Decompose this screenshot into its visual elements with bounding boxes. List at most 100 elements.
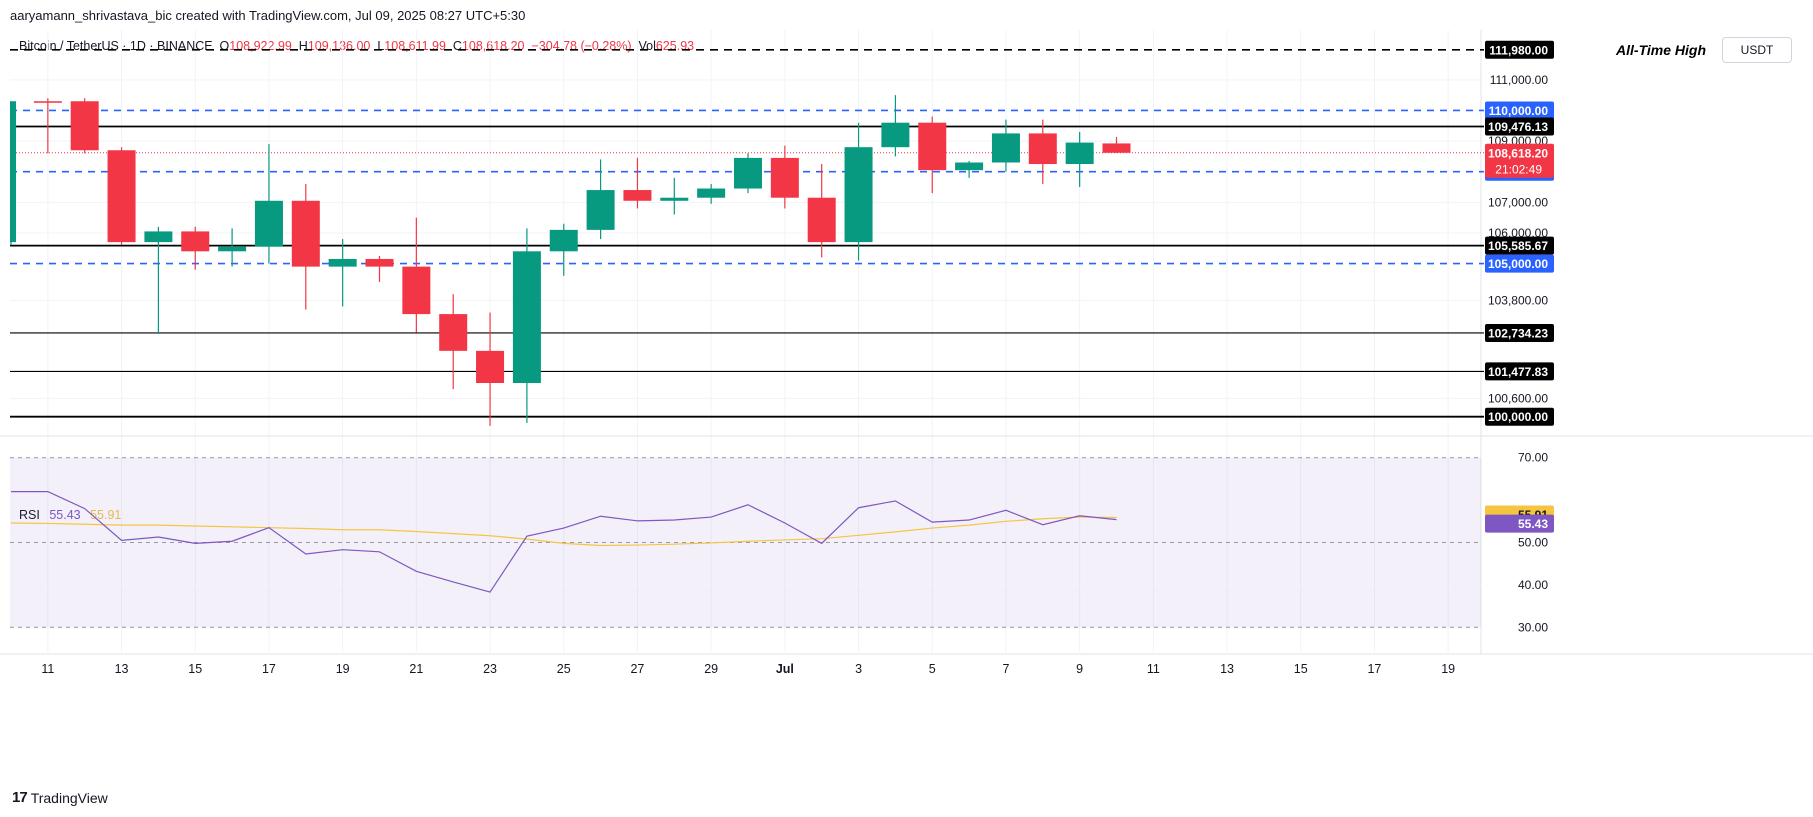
rsi-ma-line [10, 516, 1117, 547]
candle[interactable] [476, 312, 505, 426]
x-tick-label: Jul [776, 662, 794, 676]
candle-body [586, 190, 615, 230]
candle[interactable] [33, 98, 62, 154]
candle[interactable] [70, 98, 99, 154]
level-tag-text: 102,734.23 [1488, 326, 1548, 340]
level-tag-bg [1485, 362, 1554, 381]
x-tick-label: 15 [1294, 662, 1308, 676]
y-tick-label: 107,000.00 [1488, 195, 1548, 209]
candle[interactable] [918, 116, 947, 194]
candle[interactable] [991, 119, 1020, 172]
candle-body [439, 314, 468, 351]
x-tick-label: 29 [704, 662, 718, 676]
candle[interactable] [328, 239, 357, 307]
rsi-line [11, 491, 1117, 593]
candle-body [33, 101, 62, 103]
candle-body [1065, 142, 1094, 165]
candle[interactable] [107, 147, 136, 246]
x-tick-label: 17 [262, 662, 276, 676]
rsi-tick-label: 70.00 [1518, 451, 1548, 465]
x-tick-label: 9 [1076, 662, 1083, 676]
candle-body [844, 147, 873, 243]
last-price-value: 108,618.20 [1488, 146, 1548, 160]
candle-body [549, 229, 578, 252]
candle[interactable] [881, 95, 910, 157]
open-label: O [219, 39, 230, 53]
currency-button[interactable]: USDT [1722, 37, 1792, 63]
level-tag: 105,000.00 [1485, 254, 1554, 273]
y-tick-label: 100,600.00 [1488, 391, 1548, 405]
x-tick-label: 21 [409, 662, 423, 676]
level-tag-text: 110,000.00 [1489, 104, 1549, 118]
candle[interactable] [1028, 119, 1057, 184]
level-tag-text: 100,000.00 [1488, 410, 1548, 424]
candle[interactable] [770, 145, 799, 209]
level-tag-text: 105,000.00 [1488, 257, 1548, 271]
x-tick-label: 19 [1441, 662, 1455, 676]
candle[interactable] [512, 228, 541, 423]
ath-annotation-bg [1604, 40, 1708, 58]
candle[interactable] [402, 217, 431, 333]
candle-body [660, 197, 689, 201]
candle[interactable] [1065, 131, 1094, 187]
high-label: H [298, 39, 308, 53]
candle[interactable] [955, 160, 984, 178]
rsi-value-tag-text: 55.43 [1518, 517, 1548, 531]
level-tag-text: 111,980.00 [1489, 43, 1548, 57]
x-tick-label: 15 [188, 662, 202, 676]
candle[interactable] [697, 183, 726, 204]
candle-body [365, 258, 394, 267]
tradingview-logo-icon: 17 [12, 789, 28, 806]
level-tag-bg [1485, 323, 1554, 342]
level-tag-bg [1485, 117, 1554, 136]
candle-body [955, 162, 984, 171]
candle-body [218, 246, 247, 252]
x-tick-label: 19 [336, 662, 350, 676]
candle-body [181, 231, 210, 252]
candle[interactable] [586, 159, 615, 240]
tradingview-brand[interactable]: 17 TradingView [12, 789, 108, 806]
candle-body [623, 190, 652, 201]
candle[interactable] [439, 294, 468, 390]
candle[interactable] [181, 226, 210, 270]
x-tick-label: 11 [41, 662, 54, 676]
rsi-ma-legend-value: 55.91 [90, 508, 122, 522]
candle[interactable] [218, 228, 247, 267]
candle-body [476, 350, 505, 383]
candle-body [697, 188, 726, 198]
level-tag-bg [1485, 254, 1554, 273]
rsi-title[interactable]: RSI [19, 508, 40, 522]
brand-name: TradingView [30, 789, 108, 806]
y-tick-label: 103,800.00 [1488, 293, 1548, 307]
candle[interactable] [623, 157, 652, 209]
x-tick-label: 25 [557, 662, 571, 676]
candle[interactable] [549, 223, 578, 276]
candle[interactable] [734, 153, 762, 194]
candle-body [10, 101, 16, 243]
candle-body [512, 251, 541, 383]
candle-body [991, 133, 1020, 163]
candle[interactable] [1102, 136, 1131, 153]
level-tag: 100,000.00 [1485, 407, 1554, 426]
candle[interactable] [10, 101, 16, 246]
candle[interactable] [144, 226, 173, 334]
candle[interactable] [660, 177, 689, 215]
level-tag: 102,734.23 [1485, 323, 1554, 342]
candle[interactable] [291, 183, 320, 310]
candle[interactable] [807, 164, 836, 258]
candle[interactable] [844, 122, 873, 261]
x-tick-label: 3 [855, 662, 862, 676]
level-tag-bg [1485, 407, 1554, 426]
candle[interactable] [365, 255, 394, 282]
candle-body [328, 258, 357, 267]
candle-body [734, 157, 762, 189]
level-tag-bg [1485, 40, 1554, 59]
candle-body [144, 231, 173, 243]
rsi-tick-label: 50.00 [1518, 536, 1548, 550]
rsi-value-tag-bg [1485, 514, 1554, 533]
level-tag-text: 109,476.13 [1488, 120, 1548, 134]
candle-body [291, 200, 320, 267]
candle[interactable] [254, 144, 283, 264]
chart-attribution: aaryamann_shrivastava_bic created with T… [10, 8, 526, 23]
